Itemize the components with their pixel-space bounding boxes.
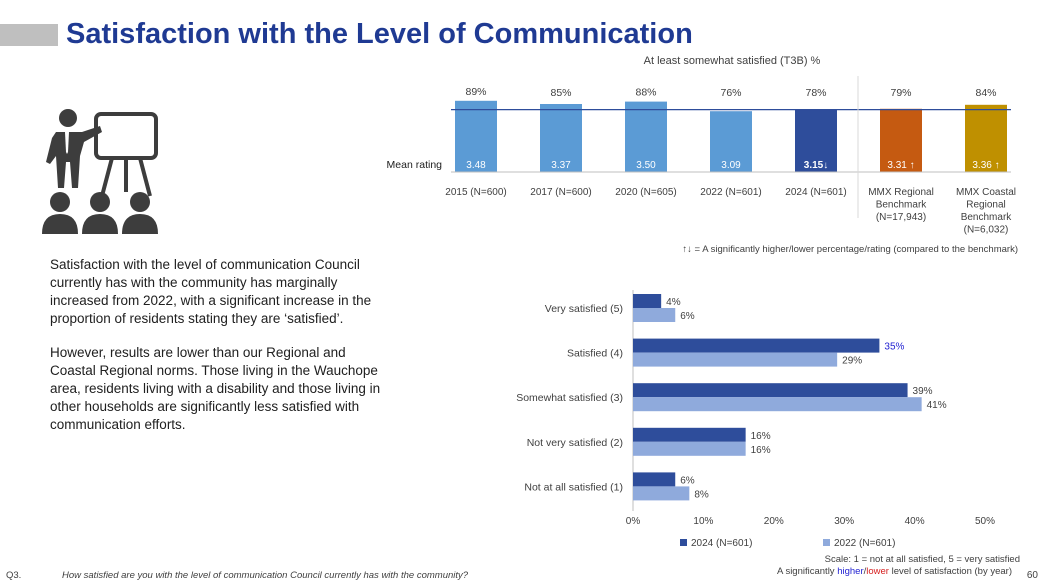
bar-label-1-2: 41% [927, 400, 947, 411]
x-tick-5: 50% [975, 516, 995, 527]
bar-6 [965, 104, 1007, 172]
bar-label-0-0: 4% [666, 297, 681, 308]
bar-label-0-2: 39% [913, 386, 933, 397]
bar-1-1 [633, 352, 838, 367]
title-accent-bar [0, 24, 58, 46]
bar-value-label-3: 76% [720, 87, 741, 99]
bar-value-label-2: 88% [635, 87, 656, 99]
bar-4 [795, 109, 837, 172]
legend-label-1: 2022 (N=601) [834, 538, 895, 549]
sig-note-higher: higher [837, 566, 864, 577]
bar-0-2 [633, 383, 908, 398]
bar-value-label-1: 85% [550, 87, 571, 99]
x-tick-0: 0% [626, 516, 641, 527]
mean-rating-2: 3.50 [636, 160, 656, 171]
question-code: Q3. [6, 570, 22, 581]
bar-0-1 [633, 338, 880, 353]
category-label-1: Satisfied (4) [567, 348, 623, 360]
category-label-6: MMX Coastal Regional Benchmark (N=6,032) [956, 187, 1016, 236]
mean-rating-label: Mean rating [387, 159, 443, 171]
bar-0-0 [633, 294, 662, 308]
bar-label-1-1: 29% [842, 356, 862, 367]
detail-paragraph: However, results are lower than our Regi… [50, 345, 381, 432]
category-label-3: Not very satisfied (2) [527, 437, 623, 449]
bar-label-1-4: 8% [694, 489, 709, 500]
mean-rating-5: 3.31 ↑ [887, 160, 914, 171]
category-label-2: 2020 (N=605) [615, 187, 676, 198]
x-tick-1: 10% [693, 516, 713, 527]
bar-value-label-0: 89% [465, 86, 486, 98]
bar-label-0-1: 35% [884, 342, 904, 353]
summary-paragraph: Satisfaction with the level of communica… [50, 257, 372, 326]
bar-1 [540, 104, 582, 172]
bar-1-3 [633, 441, 746, 456]
legend-label-0: 2024 (N=601) [691, 538, 752, 549]
legend-swatch-1 [823, 539, 830, 546]
category-label-0: 2015 (N=600) [445, 187, 506, 198]
significance-footnote: ↑↓ = A significantly higher/lower percen… [682, 244, 1018, 255]
bar-0-3 [633, 427, 746, 442]
bar-1-2 [633, 397, 922, 412]
sig-note-lower: lower [866, 566, 889, 577]
bar-5 [880, 108, 922, 172]
bar-value-label-5: 79% [890, 87, 911, 99]
chart-title: At least somewhat satisfied (T3B) % [644, 55, 821, 67]
bar-label-0-4: 6% [680, 475, 695, 486]
significance-note: A significantly higher/lower level of sa… [777, 566, 1012, 577]
bar-label-1-0: 6% [680, 311, 695, 322]
bar-value-label-4: 78% [805, 87, 826, 99]
x-tick-4: 40% [905, 516, 925, 527]
satisfaction-breakdown-chart: Very satisfied (5) 4% 6% Satisfied (4) 35% 29… [516, 290, 995, 549]
bar-0-4 [633, 472, 676, 487]
x-tick-2: 20% [764, 516, 784, 527]
bar-0 [455, 100, 497, 172]
category-label-4: 2024 (N=601) [785, 187, 846, 198]
bar-label-0-3: 16% [751, 431, 771, 442]
t3b-trend-chart: At least somewhat satisfied (T3B) % 89% 3.… [387, 55, 1018, 255]
category-label-2: Somewhat satisfied (3) [516, 392, 623, 404]
category-label-1: 2017 (N=600) [530, 187, 591, 198]
presenter-audience-icon [42, 109, 158, 234]
sig-note-suffix: level of satisfaction (by year) [888, 566, 1012, 577]
sig-note-prefix: A significantly [777, 566, 838, 577]
mean-rating-3: 3.09 [721, 160, 741, 171]
bar-1-0 [633, 308, 676, 322]
page-title: Satisfaction with the Level of Communica… [66, 18, 693, 50]
bar-label-1-3: 16% [751, 445, 771, 456]
sig-note-slash: / [863, 566, 867, 577]
bar-value-label-6: 84% [975, 87, 996, 99]
x-tick-3: 30% [834, 516, 854, 527]
mean-rating-1: 3.37 [551, 160, 571, 171]
mean-rating-4: 3.15↓ [804, 160, 828, 171]
category-label-0: Very satisfied (5) [545, 303, 623, 315]
page-number: 60 [1026, 570, 1038, 581]
category-label-5: MMX Regional Benchmark (N=17,943) [868, 187, 934, 223]
question-text: How satisfied are you with the level of … [62, 570, 469, 581]
scale-note: Scale: 1 = not at all satisfied, 5 = ver… [824, 554, 1020, 565]
category-label-4: Not at all satisfied (1) [524, 481, 623, 493]
mean-rating-0: 3.48 [466, 160, 486, 171]
bar-1-4 [633, 486, 690, 501]
mean-rating-6: 3.36 ↑ [972, 160, 999, 171]
bar-2 [625, 101, 667, 172]
bar-3 [710, 111, 752, 172]
category-label-3: 2022 (N=601) [700, 187, 761, 198]
legend-swatch-0 [680, 539, 687, 546]
